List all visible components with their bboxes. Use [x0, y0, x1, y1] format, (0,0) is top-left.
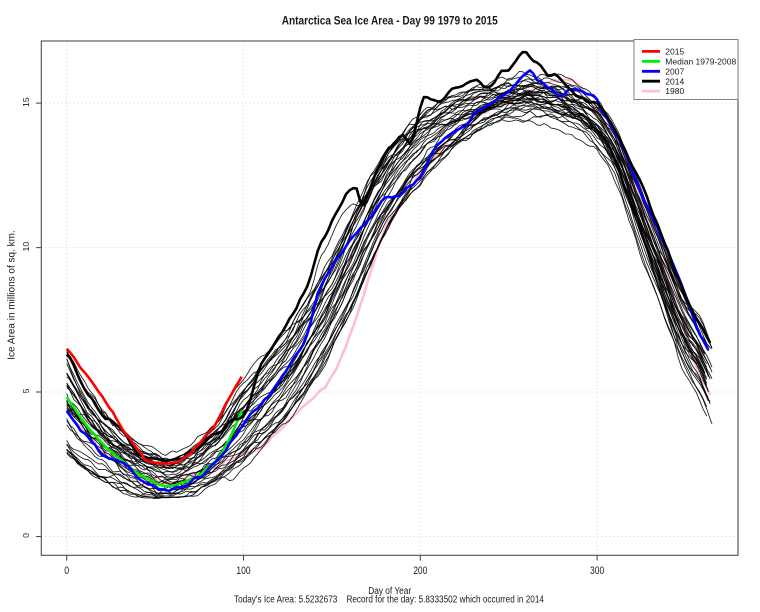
svg-text:Median 1979-2008: Median 1979-2008 [665, 56, 736, 66]
svg-text:2015: 2015 [665, 47, 684, 57]
svg-text:0: 0 [21, 533, 31, 538]
svg-text:Ice Area in millions of sq. km: Ice Area in millions of sq. km. [6, 230, 17, 360]
svg-text:10: 10 [21, 242, 31, 252]
svg-text:Day of Year: Day of Year [368, 586, 412, 597]
svg-text:2014: 2014 [665, 76, 684, 86]
svg-text:100: 100 [236, 565, 250, 577]
svg-text:5: 5 [21, 388, 31, 393]
svg-text:300: 300 [590, 565, 604, 577]
svg-text:200: 200 [413, 565, 427, 577]
svg-text:15: 15 [21, 97, 31, 107]
svg-text:Today's Ice Area: 5.5232673: Today's Ice Area: 5.5232673 Record for t… [234, 595, 544, 606]
svg-text:2007: 2007 [665, 66, 684, 76]
svg-text:Antarctica Sea Ice Area - Day: Antarctica Sea Ice Area - Day 99 1979 to… [282, 14, 498, 28]
svg-text:1980: 1980 [665, 86, 684, 96]
svg-text:0: 0 [64, 565, 69, 577]
